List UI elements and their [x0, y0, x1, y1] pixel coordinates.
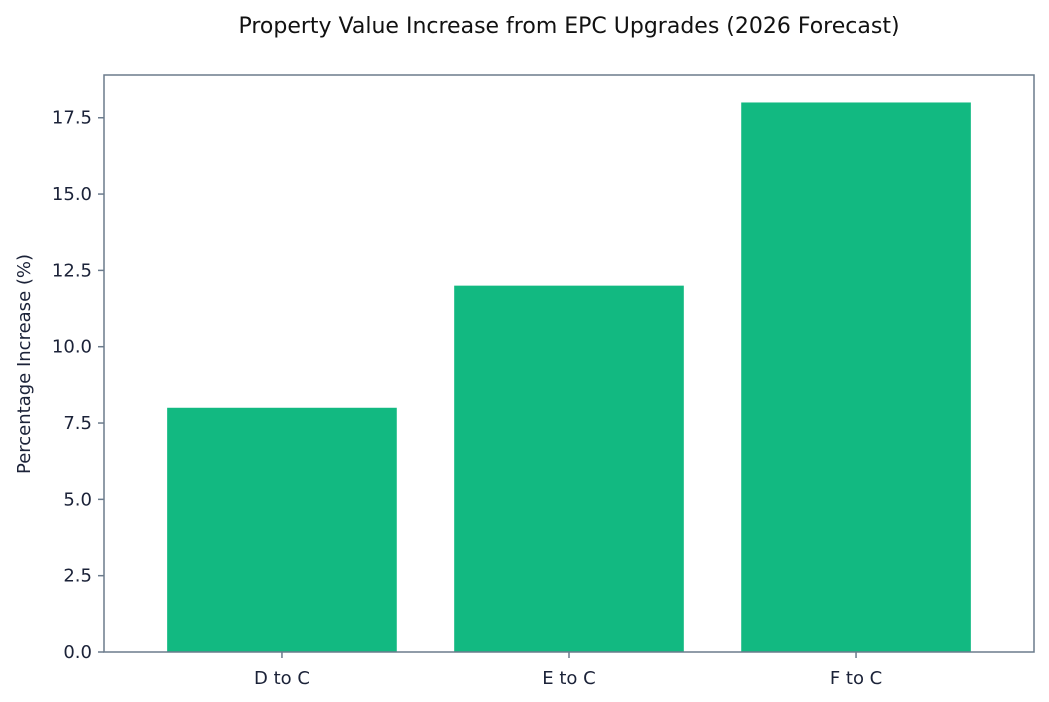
y-tick-label: 15.0	[52, 184, 92, 205]
x-tick-label: D to C	[254, 668, 310, 689]
y-tick-label: 2.5	[63, 566, 92, 587]
bar-f-to-c	[741, 102, 971, 652]
y-axis-label: Percentage Increase (%)	[14, 254, 35, 474]
y-axis: 0.0 2.5 5.0 7.5 10.0 12.5 15.0 17.5	[52, 108, 104, 663]
x-tick-label: E to C	[542, 668, 595, 689]
bar-e-to-c	[454, 285, 684, 652]
y-tick-label: 10.0	[52, 337, 92, 358]
bar-d-to-c	[167, 407, 397, 652]
y-tick-label: 5.0	[63, 489, 92, 510]
y-tick-label: 12.5	[52, 260, 92, 281]
bars-group	[167, 102, 971, 652]
x-axis: D to C E to C F to C	[254, 652, 882, 689]
x-tick-label: F to C	[830, 668, 882, 689]
y-tick-label: 7.5	[63, 413, 92, 434]
y-tick-label: 17.5	[52, 108, 92, 129]
y-tick-label: 0.0	[63, 642, 92, 663]
chart-title: Property Value Increase from EPC Upgrade…	[238, 14, 899, 39]
